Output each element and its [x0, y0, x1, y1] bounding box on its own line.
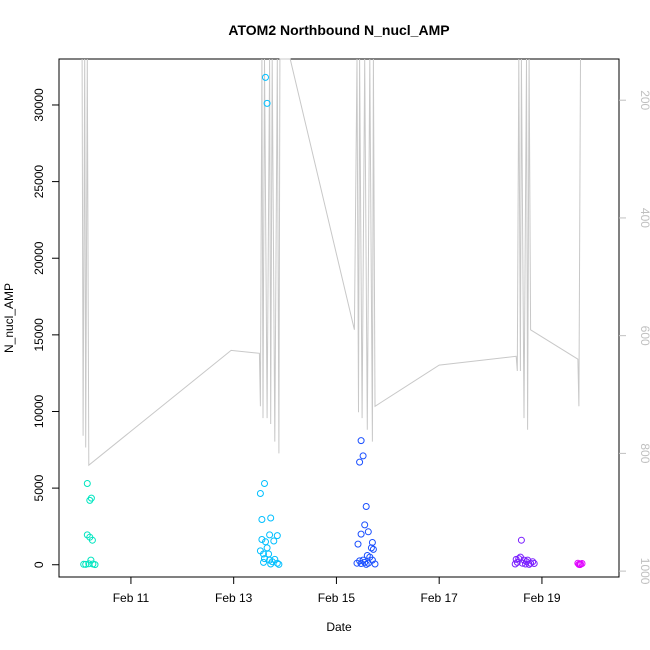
right-tick-label: 600: [638, 326, 650, 346]
scatter-point: [357, 437, 365, 445]
scatter-point: [527, 559, 535, 567]
scatter-series: [353, 437, 379, 568]
chart-title: ATOM2 Northbound N_nucl_AMP: [228, 22, 449, 38]
scatter-point: [364, 528, 372, 536]
scatter-point: [267, 560, 275, 568]
right-tick-label: 1000: [638, 558, 650, 585]
scatter-point: [260, 558, 267, 566]
scatter-point: [262, 73, 269, 81]
scatter-point: [80, 560, 88, 568]
scatter-point: [88, 536, 96, 544]
y-tick-label: 30000: [32, 88, 46, 122]
y-axis: 0 5000 10000 15000 20000 25000 30000: [32, 88, 59, 568]
scatter-point: [354, 540, 362, 548]
plot-area-frame: [58, 58, 620, 578]
x-tick-label: Feb 15: [318, 591, 356, 605]
scatter-point: [367, 544, 375, 552]
y-tick-label: 5000: [32, 474, 46, 501]
scatter-points-layer: [80, 73, 586, 569]
scatter-point: [261, 555, 268, 563]
y-tick-label: 15000: [32, 318, 46, 352]
scatter-point: [359, 452, 367, 460]
scatter-point: [511, 560, 519, 568]
scatter-point: [256, 490, 264, 497]
overlay-line: [81, 58, 581, 467]
y-axis-label: N_nucl_AMP: [2, 283, 16, 353]
x-axis: Feb 11 Feb 13 Feb 15 Feb 17 Feb 19: [113, 577, 561, 605]
right-tick-label: 200: [638, 90, 650, 110]
overlay-line-layer: [81, 58, 581, 467]
scatter-point: [357, 530, 365, 538]
right-axis: 200 400 600 800 1000: [619, 90, 650, 585]
scatter-point: [356, 458, 364, 466]
x-tick-label: Feb 17: [421, 591, 459, 605]
scatter-point: [371, 560, 379, 568]
scatter-point: [361, 521, 369, 529]
scatter-point: [87, 494, 95, 502]
scatter-point: [525, 560, 533, 568]
scatter-point: [87, 556, 95, 564]
x-tick-label: Feb 11: [113, 591, 150, 605]
scatter-point: [361, 558, 369, 566]
scatter-point: [353, 559, 361, 567]
right-tick-label: 400: [638, 208, 650, 228]
scatter-series: [80, 480, 99, 569]
scatter-point: [258, 536, 266, 543]
x-tick-label: Feb 19: [523, 591, 561, 605]
x-tick-label: Feb 13: [215, 591, 253, 605]
y-tick-label: 0: [32, 561, 46, 568]
scatter-point: [357, 560, 365, 567]
scatter-point: [273, 559, 281, 567]
scatter-point: [362, 503, 370, 510]
scatter-point: [522, 560, 529, 568]
y-tick-label: 10000: [32, 394, 46, 428]
scatter-series: [256, 73, 283, 568]
scatter-point: [513, 558, 521, 566]
scatter-series: [574, 559, 586, 569]
scatter-point: [275, 560, 283, 568]
scatter-point: [362, 560, 370, 568]
scatter-point: [369, 545, 377, 553]
y-tick-label: 25000: [32, 165, 46, 199]
scatter-point: [91, 561, 99, 569]
scatter-point: [263, 99, 271, 107]
scatter-point: [83, 480, 91, 487]
scatter-point: [518, 559, 526, 567]
x-axis-label: Date: [326, 620, 352, 634]
scatter-point: [517, 536, 525, 544]
y-tick-label: 20000: [32, 241, 46, 275]
scatter-point: [270, 537, 278, 545]
scatter-point: [82, 560, 90, 568]
scatter-point: [260, 550, 267, 558]
scatter-point: [266, 531, 274, 539]
scatter-point: [261, 480, 268, 487]
scatter-series: [511, 536, 538, 568]
scatter-point: [258, 516, 266, 523]
scatter-point: [516, 553, 524, 561]
scatter-point: [263, 544, 271, 552]
scatter-point: [267, 514, 275, 522]
scatter-point: [273, 532, 281, 540]
scatter-point: [530, 560, 538, 567]
right-tick-label: 800: [638, 443, 650, 463]
scatter-point: [576, 561, 584, 569]
